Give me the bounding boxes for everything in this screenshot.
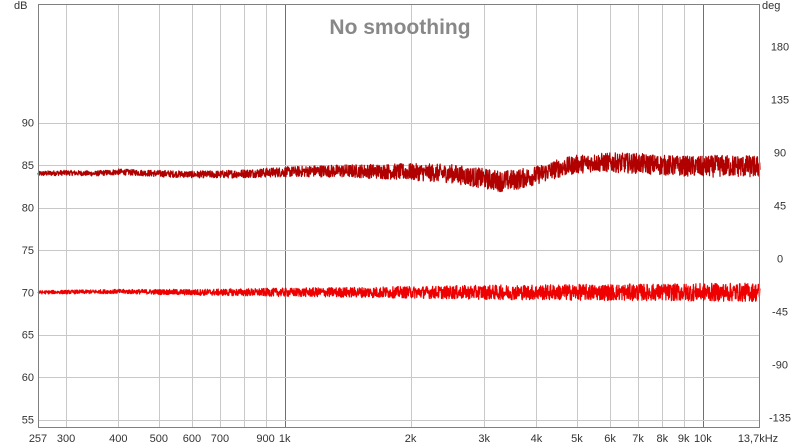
y2-tick-label: 90 — [774, 147, 786, 159]
label-layer: No smoothing dB deg — [14, 0, 780, 39]
grid-layer — [38, 4, 760, 428]
x-tick-label: 3k — [478, 433, 490, 445]
x-tick-label: 10k — [694, 433, 712, 445]
magnitude-series-line — [37, 152, 761, 193]
x-tick-label: 400 — [109, 433, 127, 445]
x-tick-label: 7k — [632, 433, 644, 445]
x-tick-label: 8k — [657, 433, 669, 445]
y2-tick-label: -90 — [772, 359, 788, 371]
phase-series-line — [37, 282, 761, 302]
y-tick-label: 80 — [22, 203, 34, 215]
y-tick-label: 75 — [22, 245, 34, 257]
y-tick-label: 90 — [22, 118, 34, 130]
x-tick-label: 600 — [183, 433, 201, 445]
y-left-unit-label: dB — [14, 0, 27, 12]
x-tick-label: 4k — [531, 433, 543, 445]
x-tick-label: 700 — [211, 433, 229, 445]
y2-tick-label: 45 — [774, 200, 786, 212]
plot-frame — [38, 4, 760, 428]
x-tick-label: 9k — [678, 433, 690, 445]
y-right-unit-label: deg — [762, 0, 780, 12]
axis-layer: 55 60 65 70 75 80 85 90 -135 -90 -45 0 45 90 135 180 257… — [22, 4, 791, 445]
y2-tick-label: 180 — [771, 41, 789, 53]
x-tick-label: 13,7kHz — [738, 433, 778, 445]
chart-title: No smoothing — [329, 16, 470, 39]
x-tick-label: 900 — [256, 433, 274, 445]
x-tick-label: 500 — [150, 433, 168, 445]
plot-area — [38, 4, 760, 428]
y2-tick-label: -45 — [772, 306, 788, 318]
x-tick-label: 5k — [571, 433, 583, 445]
y2-tick-label: -135 — [769, 412, 791, 424]
y-tick-label: 55 — [22, 415, 34, 427]
x-tick-label: 6k — [604, 433, 616, 445]
y-tick-label: 60 — [22, 372, 34, 384]
y-tick-label: 70 — [22, 287, 34, 299]
x-tick-label: 300 — [57, 433, 75, 445]
y-tick-label: 85 — [22, 160, 34, 172]
y-tick-label: 65 — [22, 330, 34, 342]
x-tick-label: 257 — [29, 433, 47, 445]
y2-tick-label: 0 — [777, 253, 783, 265]
y2-tick-label: 135 — [771, 94, 789, 106]
x-tick-label: 2k — [405, 433, 417, 445]
series-layer — [37, 152, 761, 302]
x-tick-label: 1k — [279, 433, 291, 445]
